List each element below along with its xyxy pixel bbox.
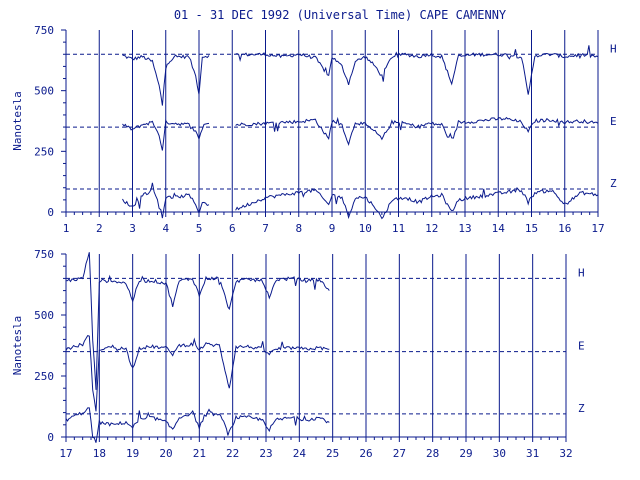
x-tick-label: 8 (295, 222, 302, 235)
x-tick-label: 4 (162, 222, 169, 235)
series-line-h (65, 252, 330, 390)
x-tick-label: 23 (259, 447, 272, 460)
x-tick-label: 20 (159, 447, 172, 460)
series-label-z: Z (578, 402, 585, 415)
y-axis-label: Nanotesla (11, 91, 24, 151)
x-tick-label: 9 (329, 222, 336, 235)
x-tick-label: 31 (526, 447, 539, 460)
series-line-e (122, 119, 210, 151)
x-tick-label: 18 (93, 447, 106, 460)
series-label-h: H (610, 42, 617, 55)
series-line-e (65, 335, 330, 412)
x-tick-label: 29 (459, 447, 472, 460)
x-tick-label: 21 (193, 447, 206, 460)
x-tick-label: 12 (425, 222, 438, 235)
x-tick-label: 17 (591, 222, 604, 235)
x-tick-label: 28 (426, 447, 439, 460)
x-tick-label: 6 (229, 222, 236, 235)
y-tick-label: 250 (34, 145, 54, 158)
x-tick-label: 11 (392, 222, 405, 235)
series-line-h (235, 45, 599, 95)
panel-bottom: 17 18 19 20 21 22 23 24 25 26 27 28 29 30 31 32 0 250 500 7… (11, 248, 585, 460)
x-tick-label: 19 (126, 447, 139, 460)
y-tick-label: 500 (34, 85, 54, 98)
y-tick-label: 0 (47, 206, 54, 219)
x-tick-label: 24 (293, 447, 307, 460)
x-tick-label: 16 (558, 222, 571, 235)
x-tick-label: 25 (326, 447, 339, 460)
series-line-z (122, 182, 210, 219)
x-tick-label: 1 (63, 222, 70, 235)
y-axis-label: Nanotesla (11, 316, 24, 376)
series-label-e: E (578, 340, 585, 353)
x-tick-label: 26 (359, 447, 372, 460)
x-tick-label: 27 (393, 447, 406, 460)
chart-title: 01 - 31 DEC 1992 (Universal Time) CAPE C… (174, 8, 507, 22)
y-tick-label: 0 (47, 431, 54, 444)
x-tick-label: 17 (59, 447, 72, 460)
x-tick-label: 32 (559, 447, 572, 460)
series-line-z (65, 407, 330, 443)
series-label-z: Z (610, 177, 617, 190)
x-tick-label: 22 (226, 447, 239, 460)
x-tick-label: 5 (196, 222, 203, 235)
x-tick-label: 13 (458, 222, 471, 235)
y-tick-label: 250 (34, 370, 54, 383)
series-line-h (122, 54, 210, 106)
x-tick-label: 3 (129, 222, 136, 235)
panel-top: 1 2 3 4 5 6 7 8 9 10 11 12 13 14 15 16 170250500750Nanot… (11, 24, 617, 235)
y-tick-label: 500 (34, 309, 54, 322)
x-tick-label: 30 (493, 447, 506, 460)
series-line-z (235, 186, 599, 220)
series-line-e (235, 116, 599, 146)
x-tick-label: 15 (525, 222, 538, 235)
x-tick-label: 10 (359, 222, 372, 235)
x-tick-label: 7 (262, 222, 269, 235)
series-label-e: E (610, 115, 617, 128)
y-tick-label: 750 (34, 248, 54, 261)
series-label-h: H (578, 266, 585, 279)
x-tick-label: 2 (96, 222, 103, 235)
y-tick-label: 750 (34, 24, 54, 37)
x-tick-label: 14 (492, 222, 506, 235)
